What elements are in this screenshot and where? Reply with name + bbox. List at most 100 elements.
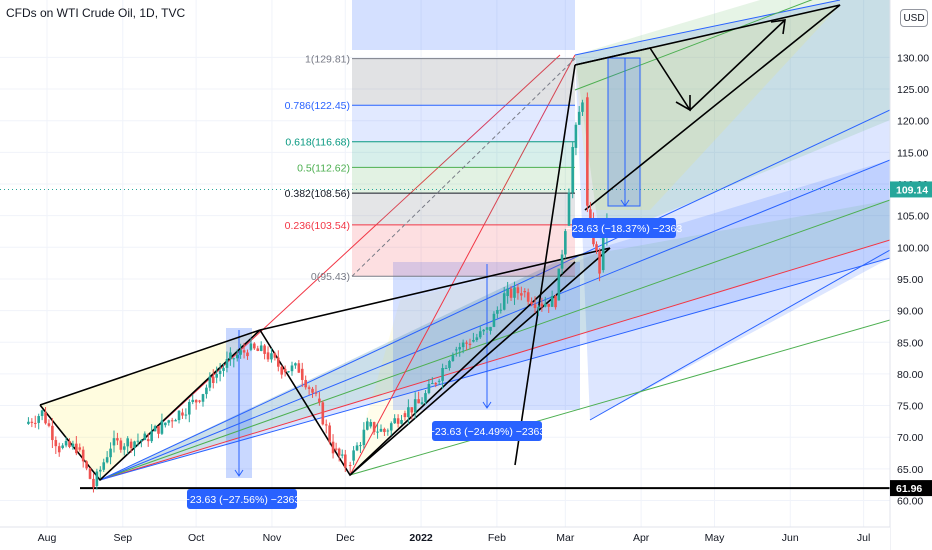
price-series: [27, 92, 609, 493]
candle-body: [51, 425, 54, 441]
candle-body: [109, 448, 112, 458]
candle-body: [520, 293, 523, 296]
candle-body: [211, 376, 215, 383]
candle-body: [379, 428, 383, 432]
candle-body: [68, 440, 71, 447]
channel-line: [99, 257, 891, 481]
candle-body: [482, 329, 485, 332]
candle-body: [543, 303, 547, 307]
candle-body: [424, 393, 427, 403]
candle-body: [57, 446, 61, 453]
triangle-pattern: [259, 247, 611, 331]
time-tick-label: May: [705, 532, 726, 544]
candle-body: [208, 376, 212, 388]
time-tick-label: Jul: [857, 532, 870, 544]
candle-body: [337, 448, 341, 456]
candle-body: [140, 440, 143, 442]
candle-body: [413, 399, 417, 413]
measure-label: −23.63 (−24.49%) −2363: [429, 426, 546, 438]
candle-body: [472, 340, 475, 342]
candle-body: [407, 407, 410, 418]
time-tick-label: Apr: [633, 532, 650, 544]
candle-body: [478, 331, 482, 338]
candle-body: [215, 374, 218, 378]
price-tick-label: 130.00: [897, 52, 929, 64]
fib-zone: [352, 105, 575, 142]
channel-line: [349, 319, 891, 476]
candle-body: [205, 387, 208, 395]
measure-label-bg: [187, 489, 297, 509]
time-tick-label: Aug: [38, 532, 57, 544]
triangle-fill: [260, 250, 590, 475]
candle-body: [253, 343, 256, 349]
candle-body: [116, 438, 119, 441]
candle-body: [300, 368, 304, 380]
fib-zone: [352, 58, 575, 106]
candle-body: [321, 402, 325, 425]
chart-title: CFDs on WTI Crude Oil, 1D, TVC: [6, 6, 186, 20]
candle-body: [270, 353, 273, 360]
candle-body: [92, 478, 95, 488]
candle-body: [170, 420, 174, 422]
candle-body: [222, 367, 225, 371]
candle-body: [184, 414, 188, 416]
candle-body: [577, 111, 581, 125]
candle-body: [365, 421, 369, 430]
price-axis[interactable]: 60.00 65.00 70.00 75.00 80.00 85.00 90.00 95.00…: [889, 0, 932, 550]
currency-badge[interactable]: USD: [900, 9, 928, 27]
candle-body: [88, 468, 92, 479]
candle-body: [235, 354, 239, 359]
candle-body: [396, 418, 400, 424]
candle-body: [376, 431, 379, 433]
candle-body: [276, 357, 280, 367]
wedge-pattern: [574, 4, 841, 211]
candle-body: [37, 416, 40, 423]
measure-arrowhead: [482, 401, 492, 409]
candle-body: [47, 423, 51, 426]
channel-line: [574, 0, 841, 56]
fib-level-label: 0.786(122.45): [285, 100, 350, 112]
candle-body: [150, 431, 153, 442]
measurement-labels: −23.63 (−27.56%) −2363 −23.63 (−24.49%) −…: [184, 218, 682, 509]
candle-body: [496, 310, 499, 314]
support-price-label-bg: [890, 480, 932, 497]
time-tick-label: Nov: [263, 532, 282, 544]
projection-path: [574, 19, 786, 112]
fib-zone: [352, 224, 575, 277]
candle-body: [389, 423, 393, 431]
candle-body: [352, 450, 355, 461]
candle-body: [533, 304, 537, 309]
candle-body: [246, 352, 249, 357]
fib-level-label: 1(129.81): [305, 54, 350, 66]
time-axis[interactable]: Aug Sep Oct Nov Dec 2022 Feb Mar Apr May Jun Jul: [0, 526, 890, 550]
time-tick-label: Sep: [113, 532, 132, 544]
candle-body: [30, 421, 34, 423]
candle-body: [560, 254, 564, 269]
candle-body: [181, 412, 184, 416]
candle-body: [383, 428, 386, 433]
candle-body: [105, 457, 109, 463]
breakout-line: [514, 64, 576, 466]
fib-zone: [352, 141, 575, 168]
candle-body: [526, 292, 530, 302]
candle-body: [249, 343, 253, 350]
candle-body: [564, 231, 567, 255]
candle-body: [444, 367, 448, 369]
fibonacci-retracement: 1(129.81) 0.786(122.45) 0.618(116.68) 0.5(1…: [0, 54, 890, 283]
candle-body: [417, 399, 420, 404]
range-box: [352, 0, 575, 50]
candle-body: [44, 412, 47, 424]
candle-body: [280, 366, 284, 375]
measure-label-bg: [572, 218, 676, 238]
candle-body: [232, 358, 236, 360]
candle-body: [489, 326, 492, 331]
measurement-boxes: [234, 57, 641, 477]
candle-body: [437, 380, 441, 382]
candle-body: [458, 347, 462, 350]
projection-arrowhead: [675, 95, 691, 112]
candle-body: [557, 268, 561, 301]
candle-body: [550, 295, 554, 307]
candle-body: [218, 370, 222, 375]
candle-body: [146, 439, 150, 442]
